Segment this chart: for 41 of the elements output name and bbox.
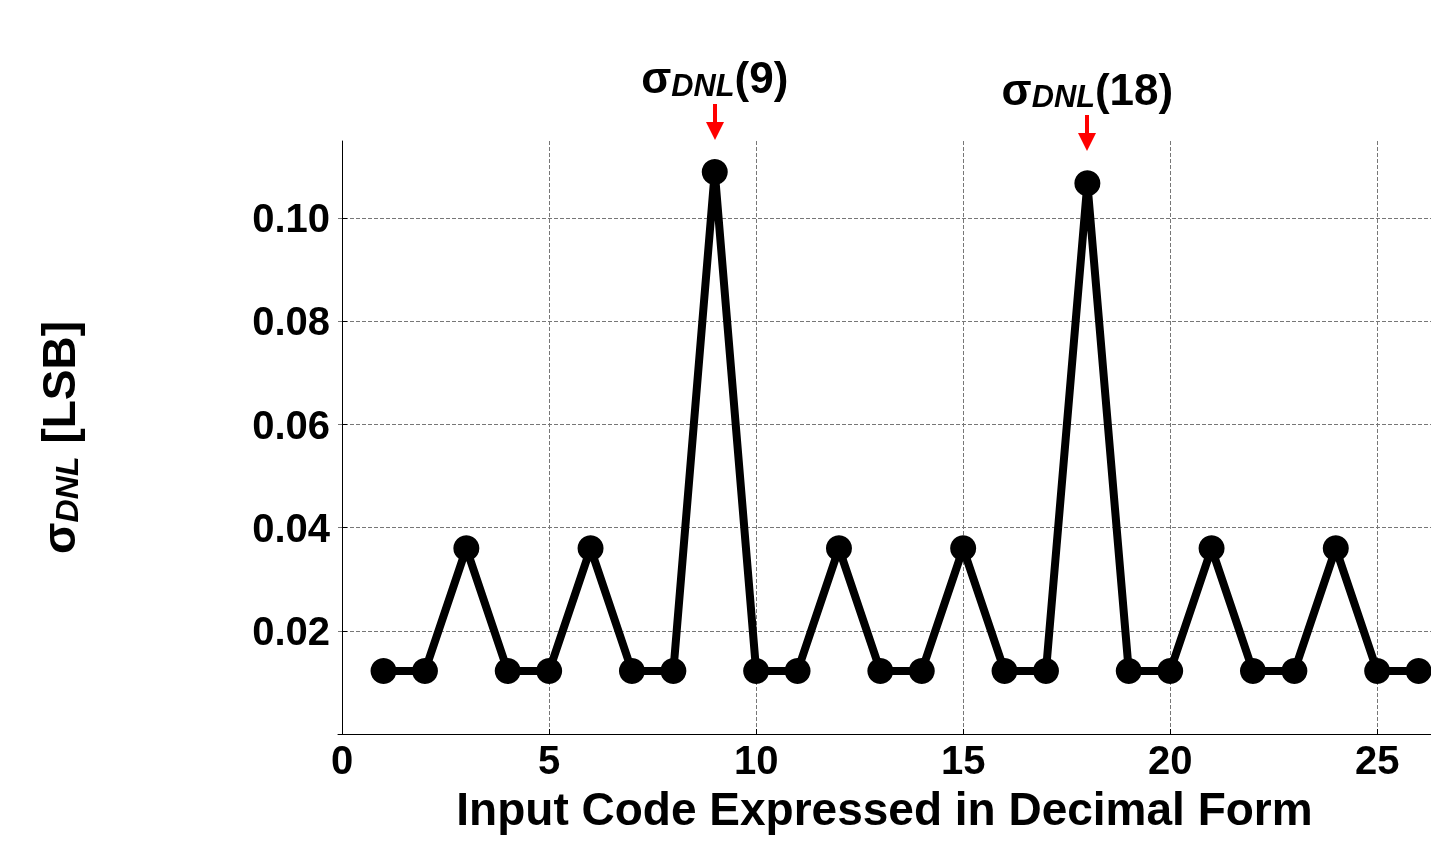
point: [784, 658, 811, 685]
y-tick-label: 0.02: [252, 608, 330, 653]
annotation: σDNL(18): [1001, 64, 1174, 115]
point: [494, 658, 521, 685]
point: [660, 658, 687, 685]
y-tick-label: 0.04: [252, 505, 331, 550]
y-tick-label: 0.08: [252, 299, 330, 344]
x-tick-label: 0: [331, 738, 354, 782]
point: [1032, 658, 1059, 685]
y-axis-title: σDNL [LSB]: [32, 320, 85, 555]
x-tick-label: 5: [538, 738, 561, 782]
point: [536, 658, 563, 685]
point: [1281, 658, 1308, 685]
annotation: σDNL(9): [641, 53, 789, 103]
x-tick-label: 25: [1354, 738, 1400, 782]
point: [701, 158, 728, 185]
y-tick-label: 0.06: [252, 402, 330, 447]
point: [867, 658, 894, 685]
point: [1074, 170, 1101, 197]
point: [1240, 658, 1266, 685]
point: [1198, 535, 1225, 562]
x-axis-title: Input Code Expressed in Decimal Form: [456, 783, 1313, 835]
point: [370, 658, 397, 685]
point: [1157, 658, 1184, 685]
point: [950, 535, 977, 562]
x-tick-label: 10: [733, 738, 779, 782]
point: [411, 658, 438, 685]
x-tick-label: 15: [940, 738, 986, 782]
point: [825, 535, 852, 562]
x-tick-label: 20: [1147, 738, 1193, 782]
point: [1364, 658, 1391, 685]
point: [1115, 658, 1142, 685]
point: [743, 658, 770, 685]
point: [453, 535, 480, 562]
point: [618, 658, 645, 685]
point: [577, 535, 604, 562]
point: [991, 658, 1018, 685]
point: [1322, 535, 1349, 562]
point: [1405, 658, 1431, 685]
y-tick-label: 0.10: [252, 196, 330, 241]
point: [908, 658, 935, 685]
